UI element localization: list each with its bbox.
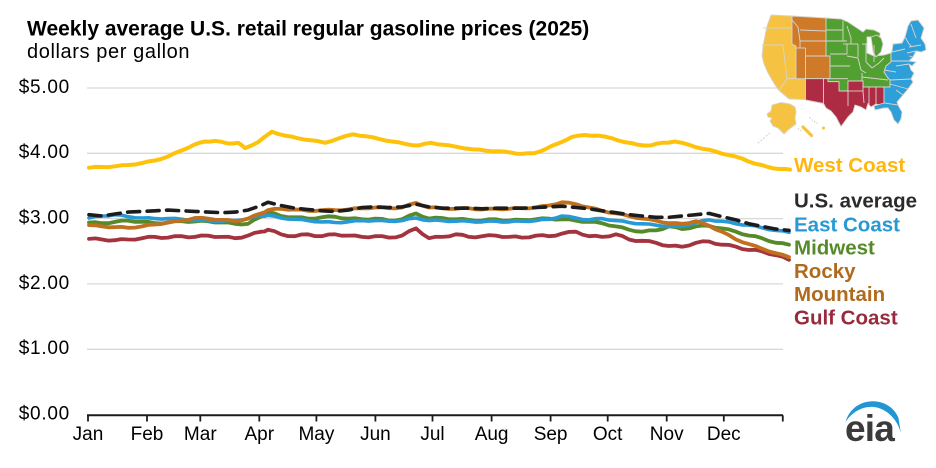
svg-text:$0.00: $0.00 [19, 404, 70, 425]
svg-text:$2.00: $2.00 [19, 273, 70, 294]
svg-text:Aug: Aug [475, 424, 509, 445]
svg-text:Weekly average U.S. retail reg: Weekly average U.S. retail regular gasol… [27, 18, 589, 41]
svg-text:dollars per gallon: dollars per gallon [27, 41, 190, 63]
svg-text:May: May [298, 424, 334, 445]
svg-text:Oct: Oct [593, 424, 623, 445]
svg-text:Gulf Coast: Gulf Coast [794, 307, 898, 330]
svg-text:Sep: Sep [534, 424, 568, 445]
svg-text:Jun: Jun [360, 424, 391, 445]
svg-text:Jan: Jan [73, 424, 104, 445]
svg-text:East Coast: East Coast [794, 214, 900, 237]
svg-text:$3.00: $3.00 [19, 208, 70, 229]
svg-text:Nov: Nov [650, 424, 684, 445]
svg-text:eia: eia [845, 408, 895, 449]
svg-text:Midwest: Midwest [794, 237, 875, 260]
svg-text:Mar: Mar [184, 424, 217, 445]
svg-text:Mountain: Mountain [794, 283, 885, 306]
svg-text:Rocky: Rocky [794, 260, 856, 283]
svg-text:$4.00: $4.00 [19, 142, 70, 163]
svg-text:$5.00: $5.00 [19, 77, 70, 98]
svg-text:Feb: Feb [131, 424, 164, 445]
svg-text:Dec: Dec [707, 424, 741, 445]
svg-text:Jul: Jul [420, 424, 444, 445]
svg-text:U.S. average: U.S. average [794, 190, 917, 213]
svg-text:Apr: Apr [245, 424, 275, 445]
svg-text:West Coast: West Coast [794, 154, 905, 177]
svg-text:$1.00: $1.00 [19, 338, 70, 359]
